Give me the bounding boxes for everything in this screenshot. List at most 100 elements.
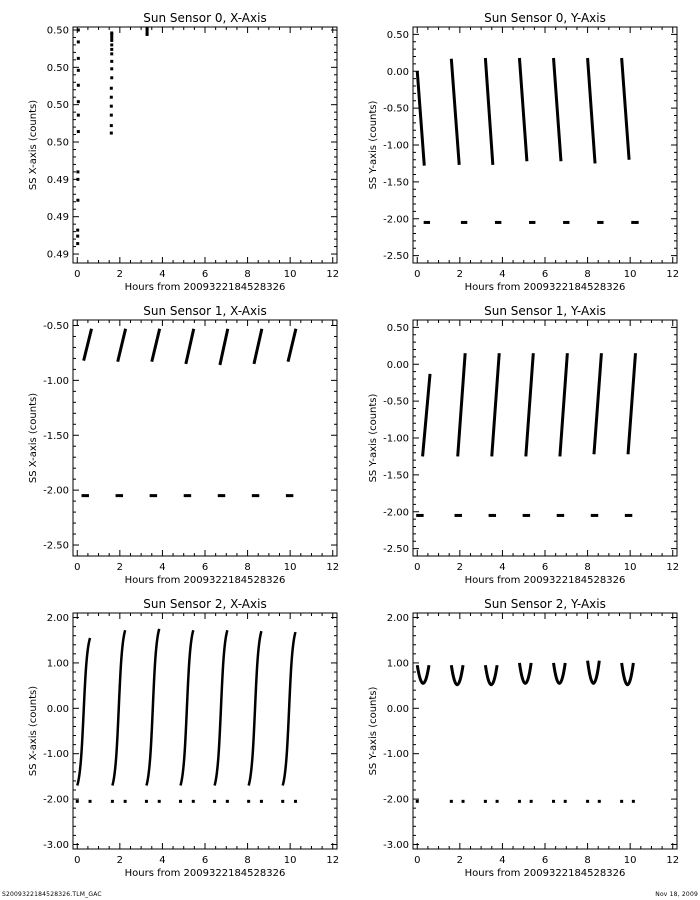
- data-curve: [247, 630, 263, 786]
- data-point: [110, 76, 114, 80]
- data-point: [76, 83, 80, 87]
- y-tick-label: -3.00: [383, 840, 409, 851]
- x-tick-label: 10: [284, 269, 297, 280]
- x-tick-label: 4: [159, 269, 165, 280]
- x-tick-label: 2: [457, 562, 463, 573]
- x-tick-label: 2: [117, 269, 123, 280]
- data-point: [563, 799, 567, 803]
- y-tick-label: 0.49: [47, 175, 69, 186]
- y-tick-label: -2.00: [43, 486, 69, 497]
- x-tick-label: 10: [284, 562, 297, 573]
- y-tick-label: -1.50: [43, 431, 69, 442]
- x-tick-label: 4: [499, 269, 505, 280]
- data-segment: [150, 328, 162, 363]
- data-point: [76, 28, 80, 32]
- y-tick-label: -0.50: [383, 397, 409, 408]
- data-point: [225, 799, 229, 803]
- data-point: [110, 67, 114, 71]
- y-tick-label: -2.00: [383, 214, 409, 225]
- y-tick-label: 1.00: [47, 658, 69, 669]
- data-point: [110, 799, 114, 803]
- y-tick-label: -0.50: [383, 104, 409, 115]
- data-segment: [626, 353, 637, 455]
- data-arc: [449, 664, 465, 687]
- data-segment: [252, 328, 264, 365]
- x-tick-label: 4: [499, 562, 505, 573]
- data-point: [76, 40, 80, 44]
- y-tick-label: -1.00: [43, 749, 69, 760]
- y-tick-label: 0.00: [47, 704, 69, 715]
- data-point: [88, 799, 92, 803]
- x-tick-label: 6: [202, 269, 208, 280]
- y-tick-label: -1.00: [383, 749, 409, 760]
- chart-title: Sun Sensor 0, Y-Axis: [484, 11, 606, 25]
- data-segment: [558, 353, 569, 457]
- data-segment: [490, 353, 501, 457]
- plot-frame: [412, 319, 678, 557]
- data-arc: [517, 662, 533, 685]
- y-tick-label: -2.50: [383, 251, 409, 262]
- x-tick-label: 12: [666, 855, 679, 866]
- chart-title: Sun Sensor 2, X-Axis: [143, 597, 266, 611]
- x-tick-label: 0: [74, 562, 80, 573]
- x-tick-label: 6: [542, 269, 548, 280]
- y-tick-label: 2.00: [387, 613, 409, 624]
- chart-panel: Sun Sensor 2, X-Axis Hours from 200932218…: [28, 597, 339, 879]
- data-point: [75, 799, 79, 803]
- chart-panel: Sun Sensor 1, Y-Axis Hours from 200932218…: [368, 304, 679, 586]
- x-tick-label: 8: [584, 562, 590, 573]
- y-axis-label: SS X-axis (counts): [28, 100, 39, 190]
- y-tick-label: 0.00: [387, 360, 409, 371]
- data-segment: [517, 57, 529, 162]
- footer-date: Nov 18, 2009: [655, 891, 698, 898]
- data-point: [179, 799, 183, 803]
- plot-frame: [72, 319, 338, 557]
- chart-title: Sun Sensor 2, Y-Axis: [484, 597, 606, 611]
- x-tick-label: 2: [117, 855, 123, 866]
- x-axis-label: Hours from 2009322184528326: [125, 282, 286, 293]
- x-tick-label: 6: [542, 562, 548, 573]
- x-tick-label: 0: [414, 269, 420, 280]
- data-segment: [184, 328, 196, 365]
- data-point: [109, 131, 113, 135]
- y-tick-label: 2.00: [47, 613, 69, 624]
- data-curve: [111, 629, 127, 786]
- data-point: [529, 799, 533, 803]
- y-tick-label: 0.50: [47, 63, 69, 74]
- chart-panel: Sun Sensor 1, X-Axis Hours from 200932218…: [28, 304, 339, 586]
- x-axis-label: Hours from 2009322184528326: [125, 868, 286, 879]
- y-axis-label: SS X-axis (counts): [28, 393, 39, 483]
- x-tick-label: 0: [74, 855, 80, 866]
- data-segment: [286, 328, 298, 363]
- x-axis-label: Hours from 2009322184528326: [465, 868, 626, 879]
- data-segment: [483, 57, 495, 166]
- data-point: [76, 242, 80, 246]
- y-tick-label: 0.50: [387, 30, 409, 41]
- data-arc: [620, 662, 635, 687]
- data-point: [76, 130, 80, 134]
- x-tick-label: 10: [284, 855, 297, 866]
- data-point: [110, 38, 114, 42]
- data-arc: [415, 664, 431, 685]
- data-point: [109, 113, 113, 117]
- data-point: [191, 799, 195, 803]
- y-tick-label: -1.50: [383, 177, 409, 188]
- data-segment: [456, 353, 467, 457]
- footer-file-name: S2009322184528326.TLM_GAC: [2, 891, 102, 898]
- y-tick-label: -1.00: [43, 376, 69, 387]
- x-tick-label: 0: [414, 562, 420, 573]
- data-point: [76, 234, 80, 238]
- x-tick-label: 10: [624, 855, 637, 866]
- data-point: [293, 799, 297, 803]
- x-tick-label: 12: [326, 269, 339, 280]
- y-axis-label: SS X-axis (counts): [28, 686, 39, 776]
- plot-frame: [72, 612, 338, 850]
- x-tick-label: 0: [414, 855, 420, 866]
- data-point: [259, 799, 263, 803]
- x-tick-label: 8: [584, 269, 590, 280]
- data-curve: [179, 629, 195, 786]
- data-point: [449, 799, 453, 803]
- y-tick-label: 0.50: [47, 25, 69, 36]
- y-tick-label: 0.50: [47, 138, 69, 149]
- data-segment: [116, 328, 128, 363]
